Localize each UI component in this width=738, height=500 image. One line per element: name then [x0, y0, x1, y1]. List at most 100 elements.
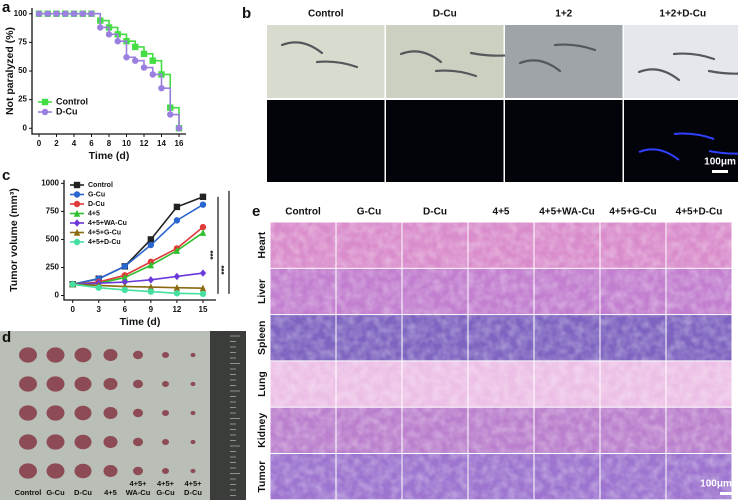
tumor — [103, 465, 118, 477]
histology-texture — [468, 268, 534, 315]
marker — [147, 261, 155, 269]
marker — [132, 43, 139, 51]
x-tick-label: 16 — [175, 139, 184, 148]
tumor — [74, 376, 92, 392]
panel-label: e — [252, 203, 260, 220]
histology-texture — [336, 454, 402, 500]
tumor — [190, 468, 196, 474]
annotation: *** — [220, 264, 229, 274]
legend-label: D-Cu — [88, 201, 105, 208]
series-line — [72, 283, 203, 290]
marker — [199, 223, 207, 231]
x-axis-label: Time (d) — [120, 316, 161, 328]
marker — [73, 191, 81, 198]
column-label: 4+5+D-Cu — [676, 207, 723, 218]
marker — [173, 290, 181, 297]
tumor — [103, 407, 118, 419]
scale-bar-label: 100μm — [700, 479, 732, 490]
axis — [31, 8, 186, 135]
tumor — [19, 347, 37, 363]
worm — [637, 68, 681, 82]
tumor — [162, 352, 169, 358]
histology-texture — [402, 268, 468, 315]
column-label: G-Cu — [357, 207, 381, 218]
row-label: Heart — [256, 231, 268, 258]
histology-texture — [666, 361, 732, 407]
tumor — [162, 468, 169, 474]
y-axis-label: Not paralyzed (%) — [4, 27, 16, 115]
marker — [173, 246, 181, 254]
y-axis-label: Tumor volume (mm³) — [8, 188, 20, 292]
marker — [147, 241, 155, 249]
row-label: Kidney — [256, 413, 268, 448]
x-tick-label: 14 — [157, 139, 166, 148]
tumor — [162, 410, 169, 416]
marker — [123, 54, 130, 61]
histology-texture — [534, 315, 600, 361]
histology-texture — [402, 454, 468, 500]
legend-label: 4+5+D-Cu — [88, 239, 121, 246]
marker — [140, 64, 148, 71]
axis — [63, 180, 216, 301]
tumor — [133, 379, 143, 389]
marker — [149, 57, 156, 64]
ruler — [210, 331, 246, 500]
histology-texture — [468, 454, 534, 500]
sample-label: WA-Cu — [126, 488, 151, 497]
marker — [95, 284, 102, 291]
marker — [73, 219, 81, 227]
tumor — [46, 405, 65, 421]
histology-texture — [402, 222, 468, 268]
histology-texture — [270, 454, 336, 500]
histology-texture — [666, 222, 732, 268]
tumor — [46, 463, 65, 479]
histology-texture — [666, 407, 732, 453]
histology-texture — [336, 222, 402, 268]
marker — [73, 181, 81, 189]
marker — [173, 283, 181, 291]
histology-texture — [468, 361, 534, 407]
marker — [158, 84, 165, 92]
row-label: Lung — [256, 371, 268, 397]
histology-texture — [534, 222, 600, 268]
tumor — [46, 434, 65, 450]
tumor — [19, 463, 37, 479]
scale-bar-label: 100μm — [704, 157, 736, 168]
y-tick-label: 25 — [18, 95, 27, 104]
worm-fluorescence — [638, 148, 680, 161]
tumor — [133, 437, 143, 447]
legend-label: D-Cu — [56, 106, 78, 116]
series-line — [72, 226, 204, 286]
tumor — [74, 405, 92, 421]
sample-label: G-Cu — [156, 488, 175, 497]
tumor — [133, 350, 143, 360]
marker — [73, 200, 81, 208]
y-tick-label: 0 — [23, 123, 28, 132]
column-label: 4+5+WA-Cu — [539, 207, 595, 218]
marker — [73, 228, 81, 236]
histology-texture — [402, 315, 468, 361]
legend-label: 4+5 — [88, 210, 100, 217]
micrograph — [624, 25, 738, 98]
x-tick-label: 9 — [149, 305, 154, 314]
y-tick-label: 50 — [18, 66, 27, 75]
marker — [70, 10, 78, 17]
marker — [175, 125, 183, 132]
row-label: Spleen — [256, 321, 268, 355]
worm — [315, 60, 359, 69]
x-tick-label: 4 — [72, 139, 77, 148]
histology-texture — [600, 407, 666, 453]
fluorescence-image — [505, 100, 623, 182]
tumor — [190, 381, 196, 387]
histology-texture — [600, 454, 666, 500]
sample-label: 4+5+ — [184, 479, 202, 488]
x-tick-label: 3 — [97, 305, 102, 314]
marker — [121, 263, 128, 270]
tumor — [46, 347, 65, 363]
column-label: 1+2+D-Cu — [659, 9, 706, 20]
x-tick-label: 6 — [89, 139, 94, 148]
histology-texture — [336, 315, 402, 361]
legend-label: G-Cu — [88, 191, 105, 198]
marker — [121, 278, 128, 286]
